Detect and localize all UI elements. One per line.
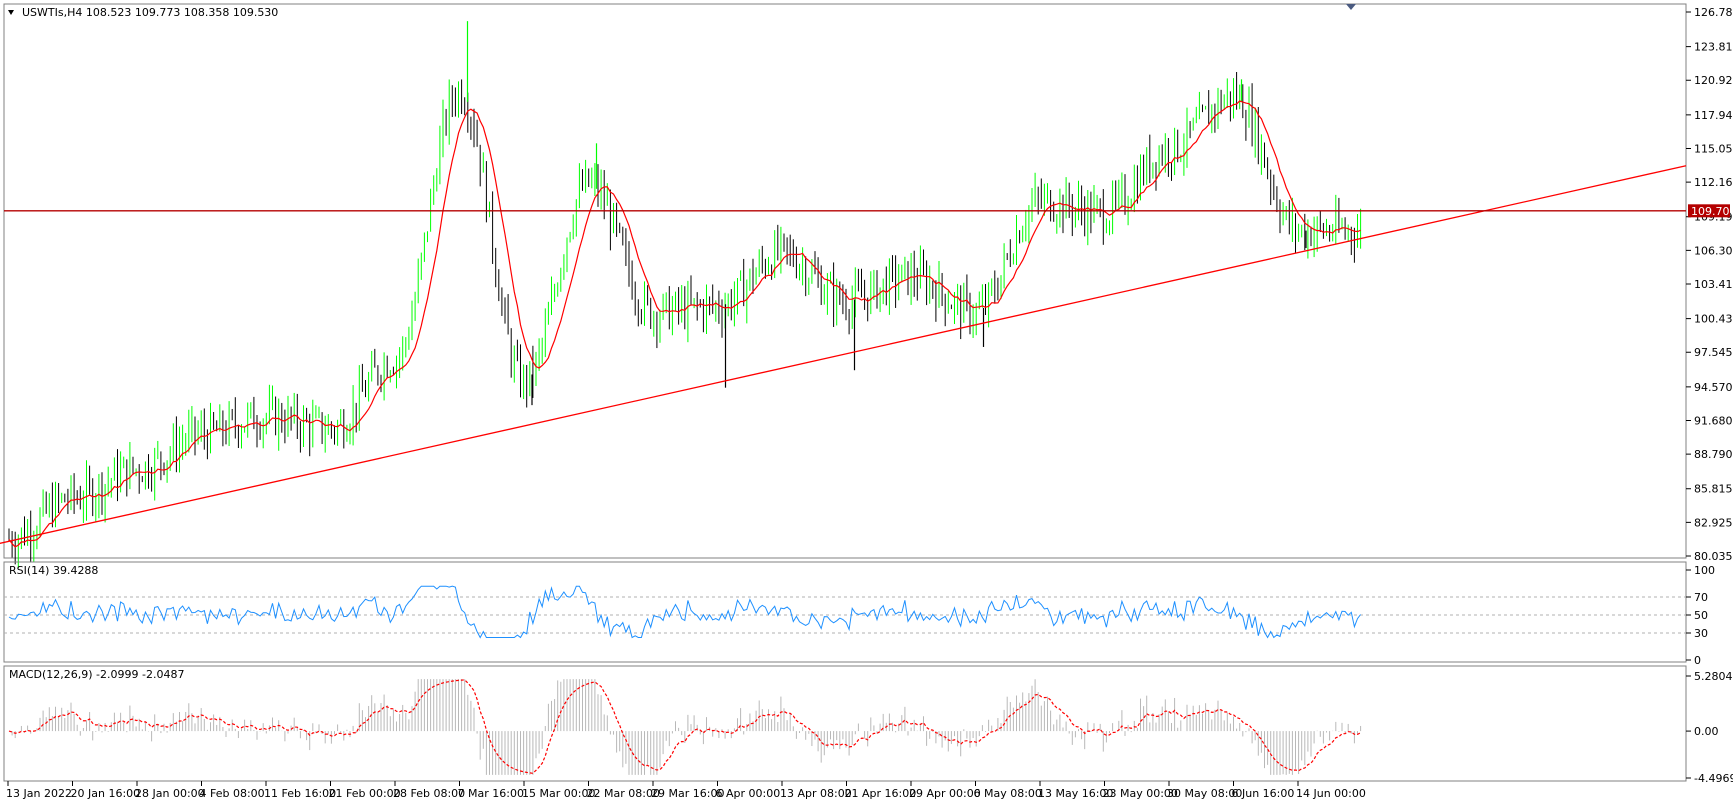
trendline[interactable] xyxy=(0,165,1687,558)
rsi-levels xyxy=(4,596,1686,634)
macd-caption: MACD(12,26,9) -2.0999 -2.0487 xyxy=(9,668,184,681)
time-tick-label: 7 Mar 16:00 xyxy=(458,787,524,800)
price-tick-label: 115.055 xyxy=(1694,142,1733,155)
rsi-tick-label: 50 xyxy=(1694,609,1708,622)
time-tick-label: 13 May 16:00 xyxy=(1038,787,1113,800)
horizontal-line-value: 109.700 xyxy=(1691,205,1733,218)
macd-tick-label: 5.2804 xyxy=(1694,670,1733,683)
time-tick-label: 30 May 08:00 xyxy=(1167,787,1242,800)
time-tick-label: 14 Jun 00:00 xyxy=(1296,787,1366,800)
time-tick-label: 28 Feb 08:00 xyxy=(393,787,465,800)
macd-histogram xyxy=(11,679,1362,775)
macd-panel-frame xyxy=(3,665,1687,782)
price-panel[interactable]: USWTIs,H4 108.523 109.773 108.358 109.53… xyxy=(0,3,1733,568)
time-tick-label: 20 Jan 16:00 xyxy=(71,787,141,800)
time-tick-label: 6 Jun 16:00 xyxy=(1232,787,1295,800)
time-tick-label: 21 Apr 16:00 xyxy=(845,787,917,800)
rsi-tick-label: 70 xyxy=(1694,591,1708,604)
price-tick-label: 97.545 xyxy=(1694,346,1733,359)
time-tick-label: 6 May 08:00 xyxy=(974,787,1042,800)
macd-signal-line xyxy=(8,679,1361,774)
time-tick-label: 21 Feb 00:00 xyxy=(329,787,401,800)
macd-axis: 5.2804 0.00 -4.4969 xyxy=(1686,670,1733,785)
shift-marker-icon[interactable] xyxy=(1346,4,1356,10)
time-tick-label: 6 Apr 00:00 xyxy=(716,787,781,800)
rsi-caption: RSI(14) 39.4288 xyxy=(9,564,98,577)
rsi-tick-label: 0 xyxy=(1694,654,1701,667)
rsi-line xyxy=(8,585,1361,639)
price-tick-label: 103.410 xyxy=(1694,278,1733,291)
price-tick-label: 100.435 xyxy=(1694,313,1733,326)
price-tick-label: 85.815 xyxy=(1694,483,1733,496)
price-tick-label: 120.920 xyxy=(1694,74,1733,87)
time-tick-label: 29 Apr 00:00 xyxy=(909,787,981,800)
time-tick-label: 4 Feb 08:00 xyxy=(200,787,265,800)
candles xyxy=(8,21,1362,568)
price-axis: 126.785 123.810 120.920 117.945 115.055 112.1… xyxy=(1686,6,1733,563)
time-tick-label: 28 Jan 00:00 xyxy=(135,787,205,800)
time-tick-label: 13 Jan 2022 xyxy=(6,787,72,800)
price-tick-label: 126.785 xyxy=(1694,6,1733,19)
symbol-caption: USWTIs,H4 108.523 109.773 108.358 109.53… xyxy=(22,6,278,19)
price-tick-label: 123.810 xyxy=(1694,41,1733,54)
collapse-triangle-icon[interactable] xyxy=(8,10,14,15)
horizontal-line-label xyxy=(1688,204,1730,218)
price-tick-label: 88.790 xyxy=(1694,448,1733,461)
time-tick-label: 15 Mar 00:00 xyxy=(522,787,595,800)
price-tick-label: 80.035 xyxy=(1694,550,1733,563)
price-tick-label: 91.680 xyxy=(1694,414,1733,427)
rsi-tick-label: 30 xyxy=(1694,627,1708,640)
time-tick-label: 11 Feb 16:00 xyxy=(264,787,336,800)
macd-tick-label: 0.00 xyxy=(1694,725,1719,738)
macd-panel[interactable]: MACD(12,26,9) -2.0999 -2.0487 5.2804 0.00… xyxy=(3,665,1733,785)
price-tick-label: 117.945 xyxy=(1694,109,1733,122)
price-tick-label: 82.925 xyxy=(1694,516,1733,529)
rsi-panel[interactable]: RSI(14) 39.4288 100 70 50 30 0 xyxy=(3,561,1715,667)
time-tick-label: 13 Apr 08:00 xyxy=(780,787,852,800)
macd-tick-label: -4.4969 xyxy=(1694,772,1733,785)
rsi-panel-frame xyxy=(3,561,1687,663)
price-panel-frame xyxy=(3,3,1687,559)
price-tick-label: 112.165 xyxy=(1694,176,1733,189)
rsi-tick-label: 100 xyxy=(1694,564,1715,577)
price-tick-label: 94.570 xyxy=(1694,381,1733,394)
time-tick-label: 23 May 00:00 xyxy=(1103,787,1178,800)
time-tick-label: 22 Mar 08:00 xyxy=(587,787,660,800)
moving-average-line xyxy=(8,100,1361,548)
rsi-axis: 100 70 50 30 0 xyxy=(1686,564,1715,667)
time-tick-label: 29 Mar 16:00 xyxy=(651,787,724,800)
price-tick-label: 106.300 xyxy=(1694,244,1733,257)
